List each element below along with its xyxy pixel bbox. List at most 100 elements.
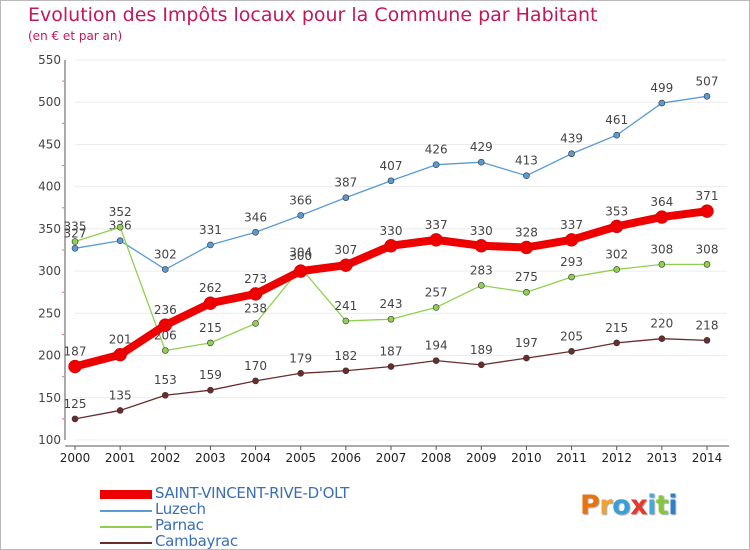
data-label: 262 bbox=[199, 281, 222, 295]
y-tick-label: 350 bbox=[38, 222, 61, 236]
data-point bbox=[207, 241, 214, 249]
y-tick-label: 400 bbox=[38, 180, 61, 194]
data-label: 135 bbox=[109, 388, 132, 402]
data-label: 215 bbox=[605, 321, 628, 335]
x-tick-label: 2013 bbox=[647, 451, 678, 465]
data-point bbox=[161, 347, 169, 354]
y-tick-label: 100 bbox=[38, 433, 61, 447]
x-tick-label: 2005 bbox=[285, 451, 316, 465]
data-label: 275 bbox=[515, 270, 538, 284]
data-label: 125 bbox=[64, 397, 87, 411]
data-point bbox=[342, 367, 350, 375]
data-point bbox=[387, 363, 395, 370]
data-point bbox=[116, 223, 124, 231]
data-point bbox=[429, 233, 443, 247]
data-point bbox=[116, 237, 124, 245]
x-tick-label: 2010 bbox=[511, 451, 542, 465]
data-label: 307 bbox=[334, 243, 357, 257]
data-label: 241 bbox=[334, 299, 357, 313]
data-label: 371 bbox=[696, 189, 719, 203]
data-label: 205 bbox=[560, 329, 583, 343]
data-label: 499 bbox=[650, 81, 673, 95]
data-point bbox=[519, 240, 534, 255]
data-label: 302 bbox=[605, 247, 628, 261]
data-point bbox=[161, 391, 169, 399]
data-label: 328 bbox=[515, 225, 538, 239]
data-label: 257 bbox=[425, 285, 448, 299]
data-point bbox=[477, 282, 485, 289]
legend-item: SAINT-VINCENT-RIVE-D'OLT bbox=[100, 484, 420, 502]
data-label: 429 bbox=[470, 140, 493, 154]
data-point bbox=[248, 287, 263, 301]
logo-letter: x bbox=[630, 490, 648, 521]
data-label: 189 bbox=[470, 343, 493, 357]
chart-title: Evolution des Impôts locaux pour la Comm… bbox=[28, 4, 598, 26]
data-label: 330 bbox=[470, 224, 493, 238]
data-point bbox=[432, 357, 440, 364]
data-point bbox=[297, 212, 305, 219]
data-point bbox=[252, 377, 259, 385]
proxiti-logo: Proxiti bbox=[580, 490, 678, 521]
data-label: 331 bbox=[199, 223, 222, 237]
data-label: 179 bbox=[289, 351, 312, 365]
data-point bbox=[387, 177, 395, 185]
data-point bbox=[703, 337, 711, 344]
y-tick-label: 500 bbox=[38, 95, 61, 109]
data-label: 308 bbox=[650, 242, 673, 256]
data-point bbox=[384, 239, 398, 253]
data-label: 238 bbox=[244, 301, 267, 315]
data-point bbox=[613, 131, 621, 139]
data-point bbox=[387, 315, 395, 323]
data-label: 182 bbox=[334, 349, 357, 363]
data-label: 302 bbox=[154, 247, 177, 261]
x-tick-label: 2000 bbox=[60, 451, 91, 465]
x-tick-label: 2003 bbox=[195, 451, 226, 465]
y-tick-label: 300 bbox=[38, 264, 61, 278]
data-point bbox=[68, 359, 82, 374]
data-label: 439 bbox=[560, 132, 583, 146]
x-tick-label: 2012 bbox=[601, 451, 632, 465]
data-label: 300 bbox=[289, 249, 312, 263]
legend-item: Cambayrac bbox=[100, 532, 420, 550]
legend-swatch bbox=[100, 526, 152, 528]
data-label: 308 bbox=[696, 242, 719, 256]
data-label: 335 bbox=[64, 220, 87, 234]
data-point bbox=[613, 339, 621, 347]
data-label: 366 bbox=[289, 193, 312, 207]
data-point bbox=[158, 318, 173, 332]
x-tick-label: 2002 bbox=[150, 451, 181, 465]
data-label: 346 bbox=[244, 210, 267, 224]
x-tick-label: 2004 bbox=[240, 451, 271, 465]
y-tick-label: 200 bbox=[38, 349, 61, 363]
data-point bbox=[207, 339, 214, 347]
logo-letter: P bbox=[580, 490, 600, 521]
legend-label: Parnac bbox=[155, 516, 204, 534]
legend-item: Parnac bbox=[100, 516, 420, 534]
data-point bbox=[568, 348, 575, 355]
chart-subtitle: (en € et par an) bbox=[28, 29, 123, 43]
data-point bbox=[523, 288, 530, 296]
data-label: 426 bbox=[425, 143, 448, 157]
data-label: 218 bbox=[696, 318, 719, 332]
data-point bbox=[293, 264, 308, 278]
x-tick-label: 2001 bbox=[105, 451, 136, 465]
data-point bbox=[568, 273, 575, 281]
data-label: 153 bbox=[154, 373, 177, 387]
data-point bbox=[523, 172, 530, 179]
data-point bbox=[116, 407, 124, 414]
legend-label: Luzech bbox=[155, 500, 206, 518]
data-label: 201 bbox=[109, 333, 132, 347]
data-point bbox=[252, 320, 259, 327]
data-label: 243 bbox=[380, 297, 403, 311]
data-label: 507 bbox=[696, 74, 719, 88]
data-label: 159 bbox=[199, 368, 222, 382]
logo-letter: r bbox=[599, 490, 613, 521]
data-label: 337 bbox=[560, 218, 583, 232]
x-tick-label: 2007 bbox=[376, 451, 407, 465]
data-label: 187 bbox=[64, 345, 87, 359]
x-tick-label: 2014 bbox=[692, 451, 723, 465]
logo-letter: i bbox=[647, 490, 656, 521]
data-label: 353 bbox=[605, 204, 628, 218]
data-label: 461 bbox=[605, 113, 628, 127]
